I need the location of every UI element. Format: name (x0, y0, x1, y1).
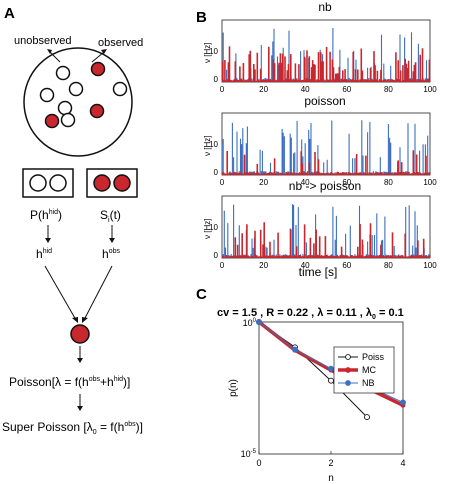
observed-neuron (90, 61, 106, 77)
observed-neuron (44, 113, 60, 129)
arrow-obs-to-node (83, 265, 113, 321)
x-tick-label: 40 (301, 261, 310, 270)
unobserved-neuron (55, 65, 71, 81)
unobserved-label: unobserved (14, 35, 72, 47)
panel-a-letter: A (4, 5, 15, 22)
x-tick-label: 100 (423, 85, 437, 94)
series-point-nb (328, 365, 334, 372)
unobserved-neuron (39, 87, 55, 103)
arrow-hid-to-node (44, 265, 77, 321)
observed-neuron (89, 103, 105, 119)
legend-marker-nb (345, 380, 351, 386)
x-axis-label: n (328, 473, 334, 484)
subplot-ylabel: ν [Hz] (203, 43, 212, 63)
arrow-hid-to-node-head (72, 317, 78, 323)
x-tick-label: 0 (220, 178, 225, 187)
legend-label-mc: MC (362, 365, 376, 375)
neuron-group (39, 61, 128, 129)
x-tick-label: 100 (423, 261, 437, 270)
rate-trace-red (221, 150, 431, 175)
observed-box (86, 168, 138, 198)
series-point-nb (292, 346, 298, 353)
x-tick-label: 40 (301, 178, 310, 187)
x-tick-label: 80 (384, 261, 393, 270)
population-circle (23, 47, 133, 157)
arrow-obs-to-node-head (82, 317, 88, 323)
arrow-eq-down-head (77, 406, 83, 411)
rate-trace-red (221, 46, 431, 82)
output-neuron (70, 324, 90, 344)
x-tick-label: 4 (400, 458, 405, 468)
s-label: Si(t) (100, 208, 121, 224)
panel-c-params: cv = 1.5 , R = 0.22 , λ = 0.11 , λ0 = 0.… (217, 307, 404, 321)
subplot-title: nb -> poisson (289, 179, 361, 193)
x-tick-label: 20 (259, 85, 268, 94)
x-tick-label: 20 (259, 178, 268, 187)
x-tick-label: 80 (384, 85, 393, 94)
series-point-nb (400, 399, 406, 406)
y-tick-label: 0 (214, 251, 219, 260)
y-tick-label-top: 100 (243, 318, 257, 328)
observed-label: observed (98, 37, 143, 49)
panel-b-letter: B (196, 9, 207, 26)
y-tick-label: 10 (209, 140, 218, 149)
p-hid-label: P(hhid) (30, 208, 62, 222)
arrow-hid-head (45, 238, 51, 243)
hidden-neuron (49, 174, 67, 192)
legend-label-poiss: Poiss (362, 352, 385, 362)
legend-marker-mc (345, 367, 351, 373)
arrow-obs-head (109, 238, 115, 243)
y-tick-label: 0 (214, 75, 219, 84)
rate-trace-red (221, 222, 431, 258)
legend-marker-poiss (345, 354, 351, 360)
x-tick-label: 0 (220, 261, 225, 270)
observed-arrowhead (101, 49, 107, 54)
poisson-equation: Poisson[λ = f(hobs+hhid)] (9, 375, 130, 389)
unobserved-arrowhead (47, 49, 52, 54)
arrow-node-down-head (77, 358, 83, 363)
x-tick-label: 2 (328, 458, 333, 468)
y-tick-label: 10 (209, 47, 218, 56)
h-obs-label: hobs (102, 247, 120, 261)
y-axis-label: p(n) (228, 379, 239, 397)
subplot-title: poisson (304, 94, 345, 108)
unobserved-neuron (112, 81, 128, 97)
unobserved-neuron (60, 112, 76, 128)
unobserved-arrow (49, 51, 61, 63)
legend-label-nb: NB (362, 378, 375, 388)
y-tick-label: 10 (209, 223, 218, 232)
x-tick-label: 0 (256, 458, 261, 468)
series-point-poiss (364, 414, 370, 421)
panel-b-xlabel: time [s] (299, 265, 338, 279)
observed-neuron (113, 174, 131, 192)
x-tick-label: 20 (259, 261, 268, 270)
x-tick-label: 60 (342, 261, 351, 270)
x-tick-label: 60 (342, 85, 351, 94)
hidden-box (22, 168, 74, 198)
series-point-poiss (328, 377, 334, 384)
unobserved-neuron (57, 100, 73, 116)
h-hid-label: hhid (36, 247, 52, 261)
x-tick-label: 0 (220, 85, 225, 94)
unobserved-neuron (68, 81, 84, 97)
panel-c-plot: 0 2 4 n p(n) 100 10-5 Poiss MC NB (228, 318, 406, 484)
observed-neuron (93, 174, 111, 192)
x-tick-label: 80 (384, 178, 393, 187)
subplot-ylabel: ν [Hz] (203, 219, 212, 239)
y-tick-label: 0 (214, 168, 219, 177)
panel-c-letter: C (196, 286, 207, 303)
y-tick-label-bottom: 10-5 (241, 449, 257, 459)
x-tick-label: 60 (342, 178, 351, 187)
x-tick-label: 40 (301, 85, 310, 94)
subplot-ylabel: ν [Hz] (203, 136, 212, 156)
super-poisson-equation: Super Poisson [λ0 = f(hobs)] (2, 420, 143, 436)
series-point-nb (256, 319, 262, 325)
hidden-neuron (29, 174, 47, 192)
subplot-title: nb (318, 0, 332, 14)
x-tick-label: 100 (423, 178, 437, 187)
